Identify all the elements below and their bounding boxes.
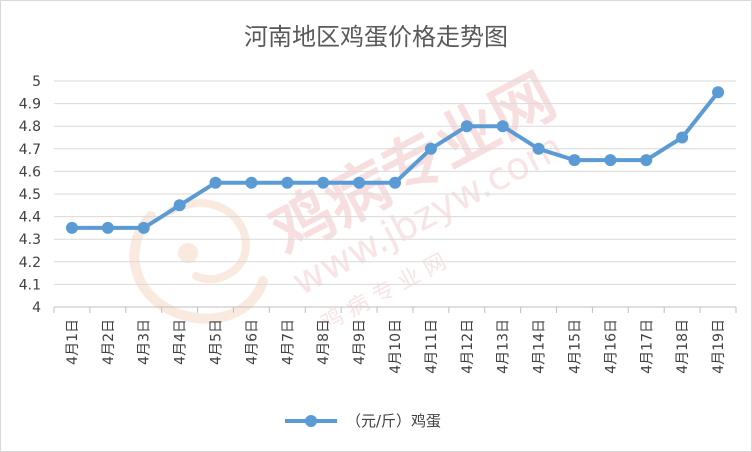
legend-point-marker — [305, 415, 317, 427]
y-tick-label: 4.6 — [19, 164, 41, 180]
y-tick-label: 5 — [32, 74, 41, 90]
x-tick-label: 4月9日 — [352, 319, 368, 365]
legend: （元/斤）鸡蛋 — [285, 412, 441, 430]
x-tick-label: 4月1日 — [65, 319, 81, 365]
watermark-logo — [129, 199, 268, 324]
data-point — [496, 120, 509, 133]
y-tick-label: 4.4 — [19, 210, 41, 226]
data-point — [281, 176, 294, 189]
x-tick-label: 4月18日 — [675, 319, 691, 374]
data-point — [317, 176, 330, 189]
data-point — [676, 131, 689, 144]
x-tick-label: 4月7日 — [280, 319, 296, 365]
watermark: 鸡病专业网 www.jbzyw.com 鸡 病 专 业 网 — [129, 59, 570, 336]
x-tick-label: 4月17日 — [639, 319, 655, 374]
x-tick-label: 4月16日 — [603, 319, 619, 374]
data-point — [101, 221, 114, 234]
x-tick-label: 4月12日 — [460, 319, 476, 374]
data-point — [604, 154, 617, 167]
x-tick-label: 4月10日 — [388, 319, 404, 374]
data-point — [460, 120, 473, 133]
data-point — [389, 176, 401, 189]
y-tick-label: 4.8 — [19, 119, 41, 135]
data-point — [65, 221, 78, 234]
series-group — [65, 86, 725, 234]
y-tick-label: 4.7 — [19, 142, 41, 158]
y-tick-label: 4.1 — [19, 277, 41, 293]
legend-label: （元/斤）鸡蛋 — [346, 412, 441, 430]
x-tick-label: 4月5日 — [209, 319, 225, 365]
x-tick-label: 4月15日 — [567, 319, 583, 374]
y-tick-label: 4.5 — [19, 187, 41, 203]
x-tick-label: 4月2日 — [101, 319, 117, 365]
data-point — [137, 221, 150, 234]
data-point — [640, 154, 653, 167]
x-axis: 4月1日 4月2日 4月3日 4月4日 4月5日 4月6日 4月7日 4月8日 4月9日 4月10… — [53, 306, 737, 374]
x-tick-label: 4月8日 — [316, 319, 332, 365]
x-tick-label: 4月4日 — [173, 319, 189, 365]
y-axis: 4 4.1 4.2 4.3 4.4 4.5 4.6 4.7 4.8 4.9 5 — [19, 74, 41, 316]
y-tick-label: 4.2 — [19, 255, 41, 271]
data-point — [209, 176, 222, 189]
x-tick-label: 4月13日 — [496, 319, 512, 374]
x-tick-label: 4月3日 — [137, 319, 153, 365]
data-point — [712, 86, 725, 99]
data-point — [173, 199, 186, 212]
y-tick-label: 4 — [32, 300, 41, 316]
chart-title: 河南地区鸡蛋价格走势图 — [244, 23, 508, 51]
data-point — [568, 154, 581, 167]
y-tick-label: 4.9 — [19, 97, 41, 113]
data-point — [532, 142, 545, 155]
y-tick-label: 4.3 — [19, 232, 41, 248]
data-point — [353, 176, 366, 189]
data-point — [424, 142, 437, 155]
x-tick-label: 4月19日 — [711, 319, 727, 374]
data-point — [245, 176, 258, 189]
x-tick-label: 4月6日 — [244, 319, 260, 365]
x-tick-label: 4月11日 — [424, 319, 440, 374]
x-tick-label: 4月14日 — [532, 319, 548, 374]
